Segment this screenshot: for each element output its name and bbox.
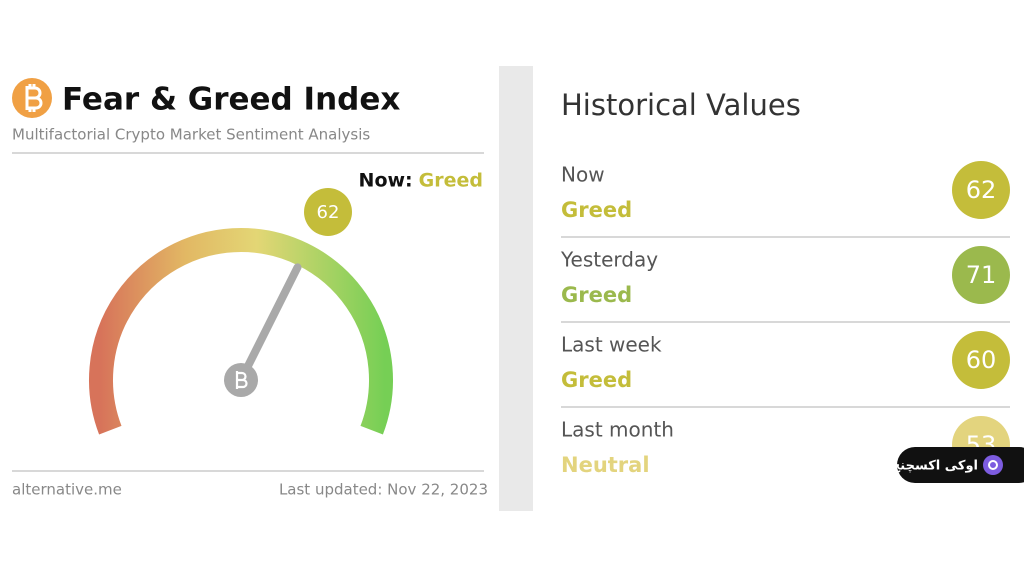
row-classification: Neutral bbox=[561, 453, 650, 477]
badge[interactable]: اوکی اکسچنج bbox=[891, 447, 1024, 483]
value-bubble-text: 62 bbox=[317, 202, 340, 223]
row-classification: Greed bbox=[561, 283, 632, 307]
title: Fear & Greed Index bbox=[62, 82, 400, 118]
now-classification: Greed bbox=[419, 170, 483, 192]
row-label: Last week bbox=[561, 333, 662, 357]
last-updated: Last updated: Nov 22, 2023 bbox=[279, 481, 488, 499]
row-label: Last month bbox=[561, 418, 674, 442]
gauge-needle bbox=[237, 263, 302, 384]
value-bubble bbox=[304, 188, 352, 236]
row-value-circle bbox=[952, 246, 1010, 304]
subtitle: Multifactorial Crypto Market Sentiment A… bbox=[12, 126, 370, 144]
history-rows: Now Greed 62 Yesterday Greed 71 Last week Greed… bbox=[560, 161, 1010, 477]
row-classification: Greed bbox=[561, 198, 632, 222]
row-classification: Greed bbox=[561, 368, 632, 392]
row-value: 60 bbox=[966, 346, 997, 374]
row-value: 71 bbox=[966, 261, 997, 289]
row-value-circle bbox=[952, 331, 1010, 389]
row-value: 62 bbox=[966, 176, 997, 204]
row-value-circle bbox=[952, 161, 1010, 219]
divider bbox=[499, 66, 533, 511]
row-label: Now bbox=[561, 163, 605, 187]
gauge-hub bbox=[224, 363, 258, 397]
source: alternative.me bbox=[12, 481, 122, 499]
badge-text: اوکی اکسچنج bbox=[891, 459, 978, 474]
now-label: Now: bbox=[359, 170, 413, 192]
history-title: Historical Values bbox=[561, 88, 801, 122]
bitcoin-icon bbox=[12, 78, 52, 118]
gauge-arc bbox=[89, 228, 393, 435]
row-label: Yesterday bbox=[560, 248, 658, 272]
